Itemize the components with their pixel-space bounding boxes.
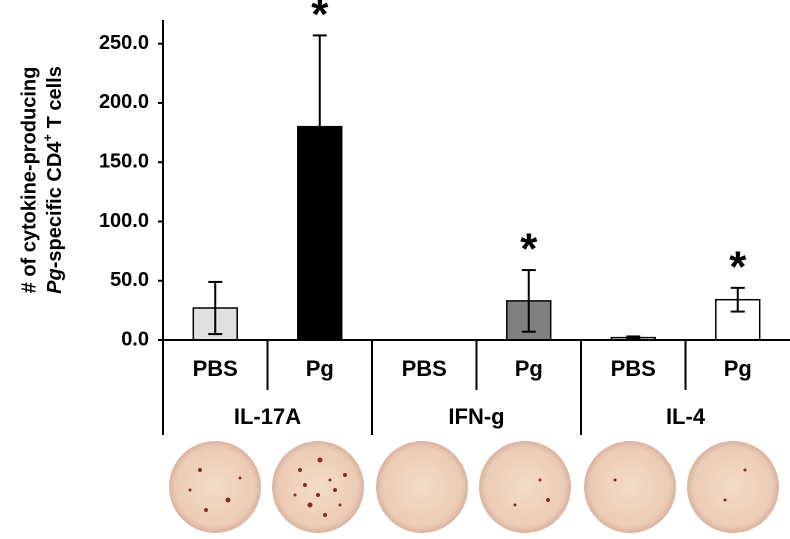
y-tick-label: 0.0	[121, 328, 149, 350]
y-axis-label-part: -specific CD4	[44, 141, 66, 269]
significance-mark: *	[520, 225, 538, 274]
y-tick-label: 50.0	[110, 269, 149, 291]
well	[376, 441, 468, 533]
well	[687, 441, 779, 533]
x-tick-label: PBS	[193, 356, 238, 381]
spots	[188, 457, 747, 517]
y-tick-label: 150.0	[99, 151, 149, 173]
well	[272, 441, 364, 533]
y-axis-label-part: +	[40, 134, 55, 142]
significance-mark: *	[311, 0, 329, 39]
y-axis-label: Pg-specific CD4+ T cells	[40, 66, 66, 294]
group-label: IL-4	[666, 404, 706, 429]
y-tick-label: 200.0	[99, 91, 149, 113]
group-label: IFN-g	[448, 404, 504, 429]
y-axis-label-part: T cells	[44, 66, 66, 134]
well	[584, 441, 676, 533]
x-tick-label: Pg	[306, 356, 334, 381]
well	[479, 441, 571, 533]
x-tick-label: PBS	[611, 356, 656, 381]
x-tick-label: Pg	[515, 356, 543, 381]
wells	[169, 441, 779, 533]
significance-mark: *	[729, 242, 747, 291]
y-tick-label: 250.0	[99, 32, 149, 54]
bar	[715, 298, 761, 341]
group-label: IL-17A	[234, 404, 301, 429]
well	[169, 441, 261, 533]
y-axis-label-part: Pg	[44, 268, 66, 294]
x-tick-label: PBS	[402, 356, 447, 381]
y-axis-label: # of cytokine-producing	[18, 67, 40, 294]
x-tick-label: Pg	[724, 356, 752, 381]
y-tick-label: 100.0	[99, 210, 149, 232]
